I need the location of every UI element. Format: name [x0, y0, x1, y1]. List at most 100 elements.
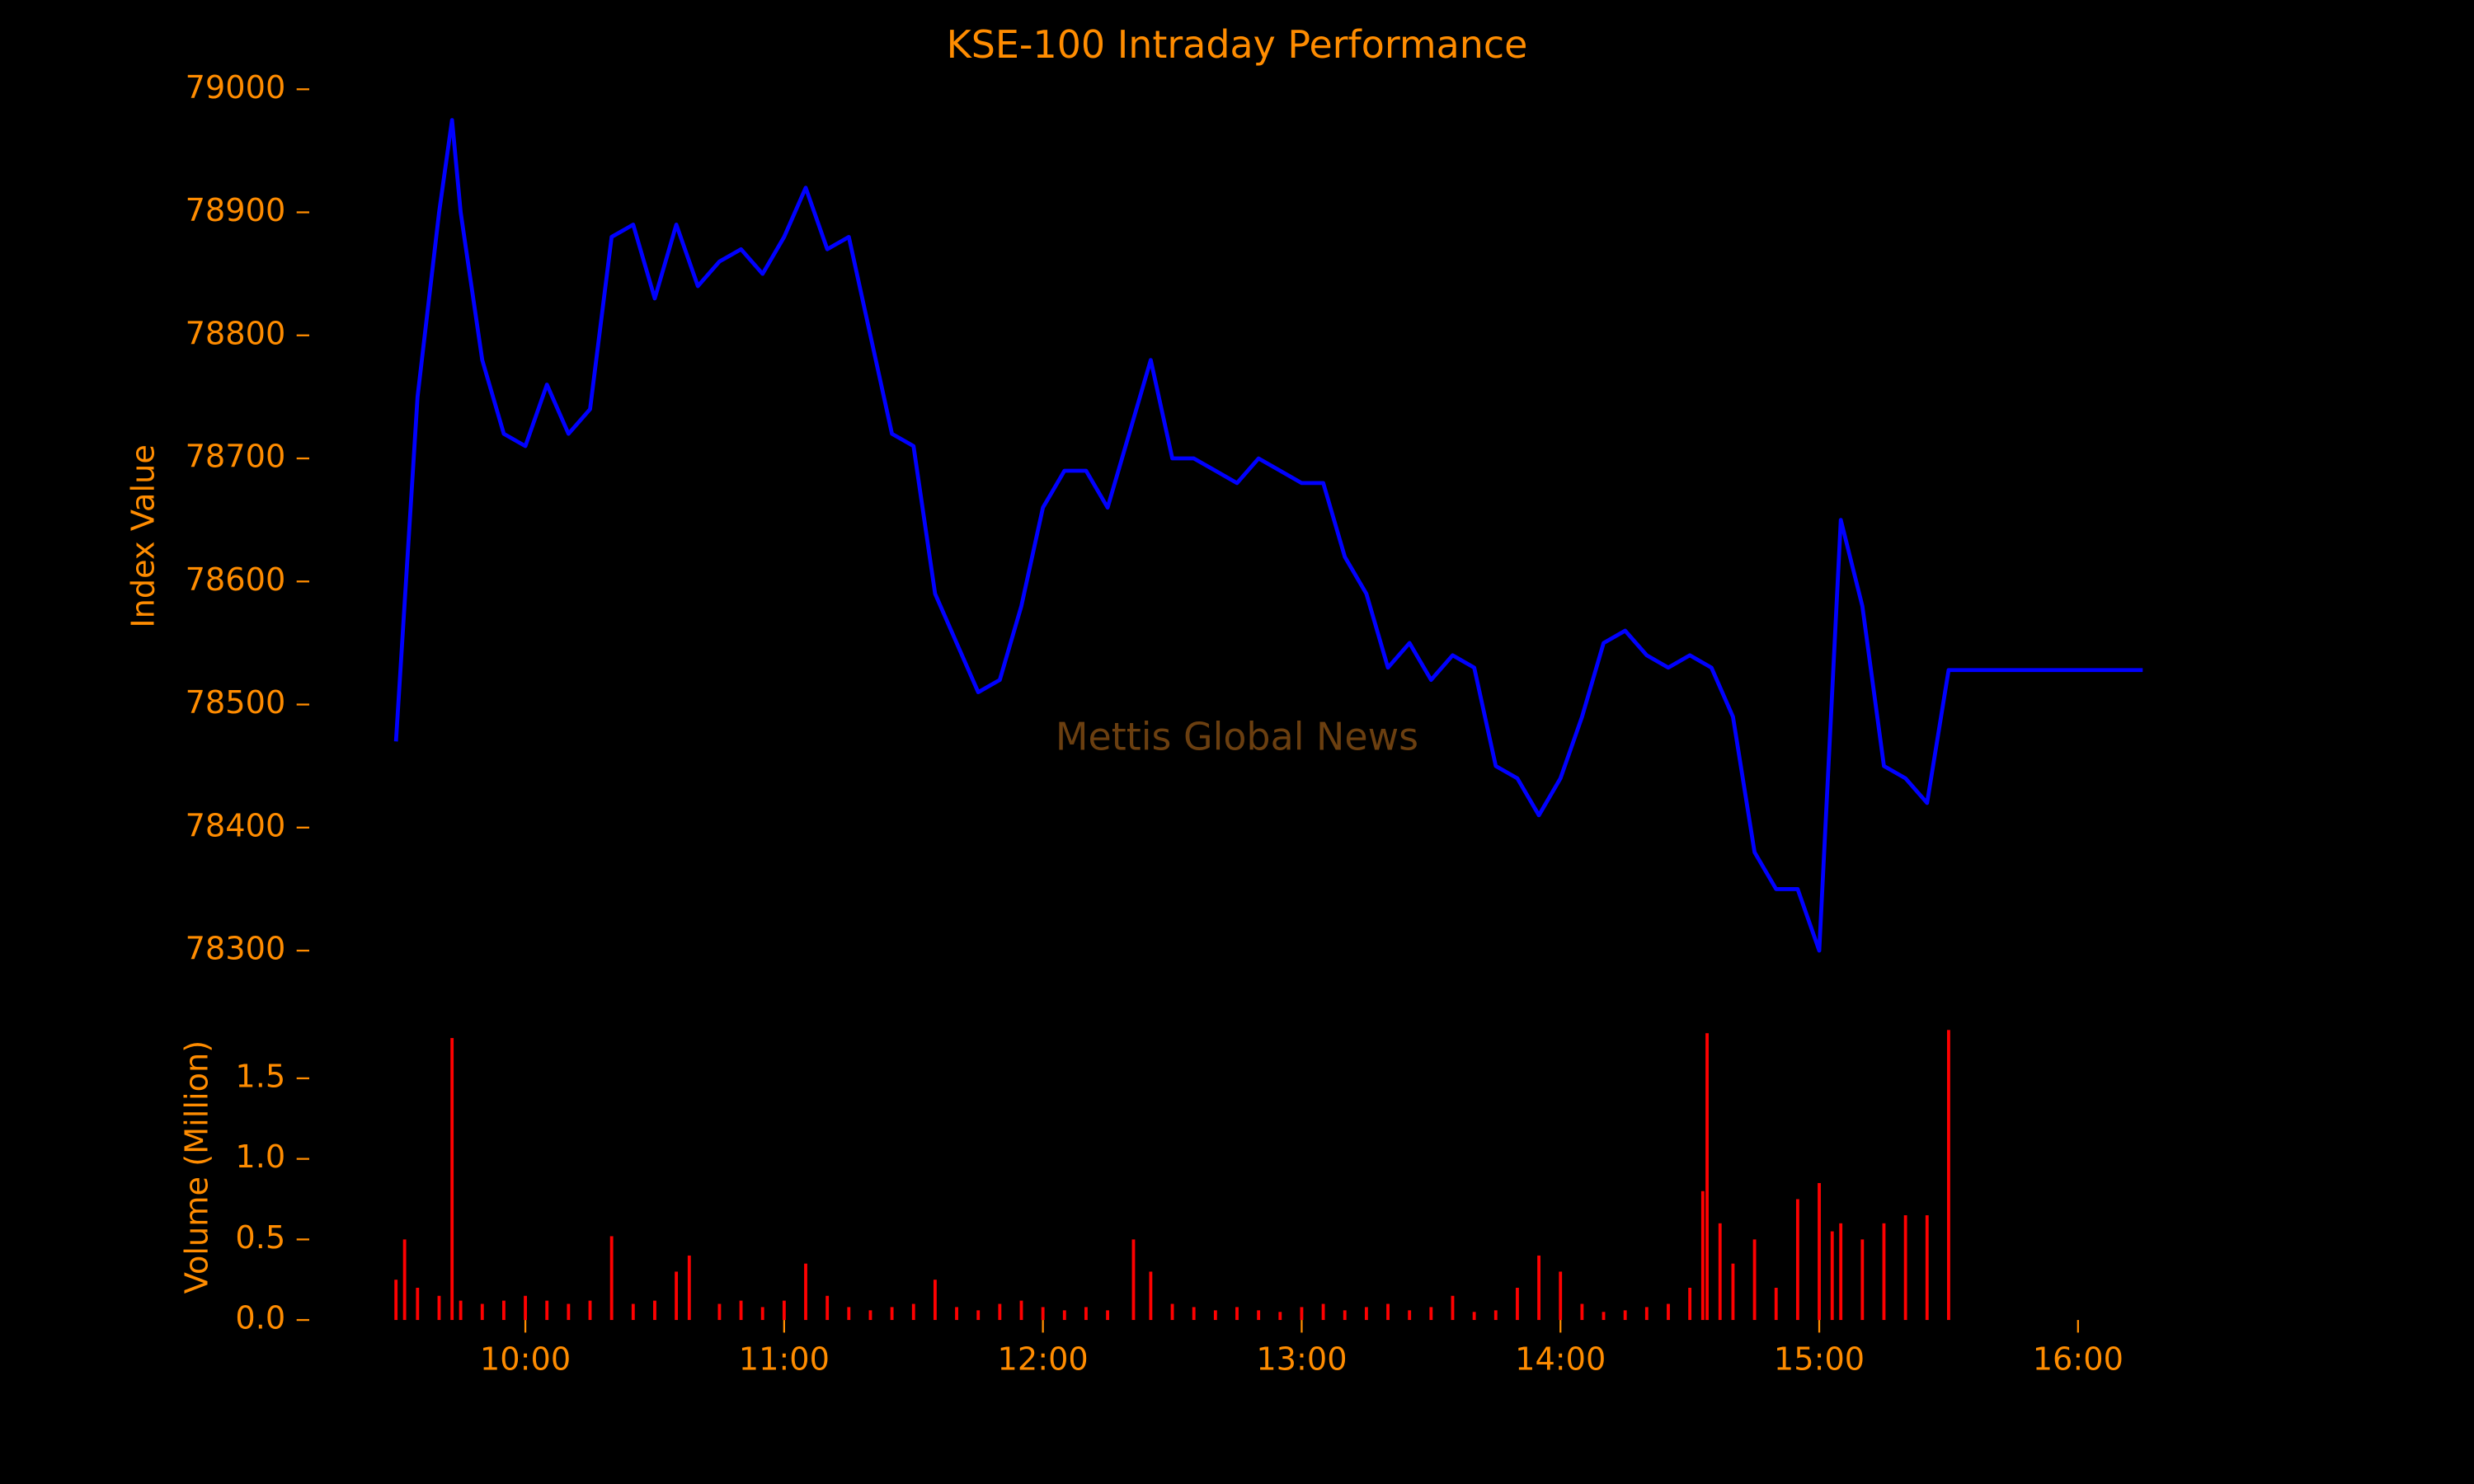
y-tick-label: 78900 — [186, 192, 286, 229]
volume-bar — [739, 1300, 743, 1321]
volume-bar — [1386, 1303, 1390, 1321]
y-tick-label: 0.0 — [235, 1300, 285, 1337]
x-tick-label: 15:00 — [1774, 1341, 1865, 1378]
volume-bar — [717, 1303, 722, 1321]
volume-bar — [394, 1280, 398, 1321]
y-tick-label: 0.5 — [235, 1219, 285, 1256]
volume-bar — [1774, 1287, 1778, 1321]
y-tick-label: 78400 — [186, 807, 286, 844]
volume-bar — [609, 1236, 614, 1321]
volume-bar — [402, 1239, 407, 1321]
volume-bar — [1705, 1033, 1709, 1321]
index-line — [393, 118, 2143, 953]
volume-bar — [1700, 1190, 1705, 1321]
volume-bar — [825, 1295, 830, 1321]
volume-bar — [1192, 1307, 1196, 1321]
volume-bar — [416, 1287, 420, 1321]
y-tick-label: 1.0 — [235, 1139, 285, 1176]
y-tick-label: 78700 — [186, 439, 286, 476]
volume-bar — [675, 1271, 679, 1321]
x-tick-label: 12:00 — [998, 1341, 1089, 1378]
volume-bar — [847, 1307, 851, 1321]
volume-bar — [687, 1255, 691, 1321]
y-tick-label: 1.5 — [235, 1058, 285, 1095]
volume-bar — [804, 1263, 807, 1321]
volume-bar — [1731, 1263, 1735, 1321]
volume-bar — [1149, 1271, 1153, 1321]
volume-bar — [1131, 1239, 1136, 1321]
volume-bar — [1364, 1307, 1368, 1321]
volume-bar — [1343, 1310, 1347, 1321]
volume-bar — [1860, 1239, 1865, 1321]
volume-bar — [1235, 1307, 1239, 1321]
volume-bar — [1580, 1303, 1584, 1321]
volume-bar — [502, 1300, 506, 1321]
volume-bar — [1947, 1030, 1950, 1321]
volume-bar — [868, 1310, 872, 1321]
volume-bar — [1300, 1307, 1304, 1321]
volume-bar — [1718, 1223, 1722, 1321]
x-tick-label: 11:00 — [739, 1341, 830, 1378]
volume-bar — [1019, 1300, 1023, 1321]
volume-bar — [1106, 1310, 1110, 1321]
volume-bar — [545, 1300, 549, 1321]
volume-bar — [1213, 1310, 1217, 1321]
x-tick-label: 13:00 — [1256, 1341, 1347, 1378]
volume-bar — [782, 1300, 786, 1321]
volume-bar — [1688, 1287, 1692, 1321]
y-tick-label: 78800 — [186, 315, 286, 352]
volume-bar — [1429, 1307, 1433, 1321]
volume-bar — [1084, 1307, 1088, 1321]
volume-bar — [631, 1303, 635, 1321]
volume-bar — [1041, 1307, 1045, 1321]
watermark: Mettis Global News — [1056, 715, 1418, 759]
volume-bar — [955, 1307, 958, 1321]
volume-bar — [1537, 1255, 1541, 1321]
volume-bar — [933, 1280, 937, 1321]
volume-bar — [1830, 1231, 1834, 1321]
volume-bar — [1451, 1295, 1455, 1321]
x-tick-label: 16:00 — [2033, 1341, 2124, 1378]
volume-bar — [437, 1295, 441, 1321]
volume-bar — [1752, 1239, 1757, 1321]
volume-bar — [911, 1303, 915, 1321]
volume-bar — [1818, 1182, 1821, 1321]
volume-bar — [1644, 1307, 1649, 1321]
x-tick-label: 14:00 — [1515, 1341, 1606, 1378]
y-tick-label: 78300 — [186, 931, 286, 968]
y-axis-label: Volume (Million) — [179, 1040, 216, 1294]
volume-bar — [1559, 1271, 1563, 1321]
volume-bar — [1472, 1312, 1476, 1321]
y-tick-label: 78500 — [186, 684, 286, 721]
y-tick-label: 79000 — [186, 69, 286, 106]
volume-bar — [1795, 1199, 1799, 1321]
volume-bar — [1667, 1303, 1670, 1321]
volume-bar — [1493, 1310, 1498, 1321]
volume-bar — [653, 1300, 656, 1321]
volume-bar — [524, 1295, 527, 1321]
volume-bar — [567, 1303, 571, 1321]
volume-bar — [1278, 1312, 1282, 1321]
volume-bar — [998, 1303, 1002, 1321]
volume-bar — [588, 1300, 592, 1321]
volume-bar — [1839, 1223, 1843, 1321]
volume-bar — [459, 1300, 463, 1321]
volume-bar — [760, 1307, 764, 1321]
volume-bar — [480, 1303, 484, 1321]
volume-bar — [1882, 1223, 1886, 1321]
y-axis-label: Index Value — [125, 444, 162, 627]
volume-bar — [1903, 1215, 1907, 1321]
volume-bar — [1062, 1310, 1066, 1321]
volume-bar — [1257, 1310, 1261, 1321]
volume-bar — [1925, 1215, 1929, 1321]
volume-bar — [1602, 1312, 1606, 1321]
x-tick-label: 10:00 — [480, 1341, 571, 1378]
volume-bar — [1321, 1303, 1325, 1321]
volume-bar — [1408, 1310, 1412, 1321]
volume-bar — [1623, 1310, 1627, 1321]
y-tick-label: 78600 — [186, 561, 286, 599]
volume-bar — [1516, 1287, 1519, 1321]
volume-bar — [976, 1310, 981, 1321]
